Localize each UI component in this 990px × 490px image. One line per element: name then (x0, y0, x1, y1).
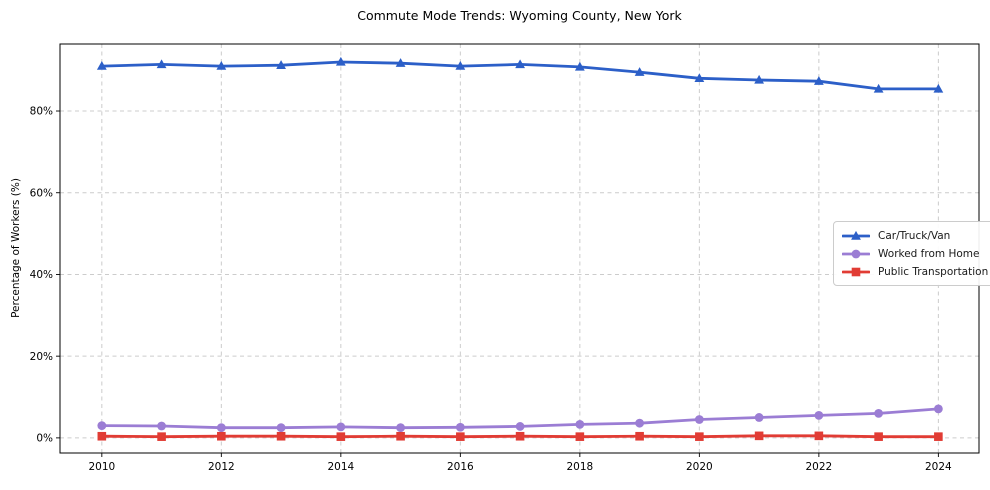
data-point-public-transportation (396, 431, 405, 441)
data-point-car-truck-van (216, 60, 227, 70)
data-point-public-transportation (336, 432, 346, 441)
data-point-car-truck-van (933, 83, 944, 93)
data-point-worked-from-home (874, 408, 884, 418)
y-tick-label: 80% (30, 106, 53, 118)
data-point-car-truck-van (754, 74, 765, 84)
data-point-car-truck-van (335, 56, 346, 66)
x-tick-label: 2012 (208, 461, 235, 473)
data-point-car-truck-van (574, 61, 585, 71)
data-point-worked-from-home (157, 421, 166, 431)
legend-label: Public Transportation (878, 265, 989, 278)
chart-title: Commute Mode Trends: Wyoming County, New… (357, 8, 682, 23)
legend-item-worked-from-home: Worked from Home (842, 246, 988, 261)
data-point-public-transportation (934, 432, 943, 441)
data-point-public-transportation (97, 431, 107, 441)
data-point-public-transportation (157, 432, 166, 441)
x-tick-label: 2018 (566, 461, 593, 473)
data-point-public-transportation (635, 431, 644, 441)
data-point-worked-from-home (575, 419, 585, 429)
data-point-car-truck-van (694, 73, 705, 83)
data-point-public-transportation (814, 431, 824, 441)
data-point-public-transportation (575, 432, 585, 441)
data-point-worked-from-home (515, 422, 525, 431)
legend-sample-marker (851, 230, 861, 240)
legend-label: Worked from Home (878, 247, 980, 260)
data-point-worked-from-home (396, 423, 405, 433)
x-tick-label: 2024 (925, 461, 952, 473)
data-point-car-truck-van (515, 59, 525, 69)
y-tick-label: 60% (30, 187, 53, 199)
x-tick-label: 2022 (805, 461, 832, 473)
data-point-car-truck-van (634, 67, 645, 76)
y-tick-label: 20% (30, 351, 53, 363)
data-point-worked-from-home (455, 422, 465, 432)
data-point-public-transportation (456, 432, 465, 441)
data-point-public-transportation (874, 432, 883, 441)
data-point-car-truck-van (276, 60, 286, 69)
x-tick-label: 2020 (686, 461, 713, 473)
data-point-car-truck-van (873, 83, 884, 93)
line-circle-marker-icon (842, 249, 870, 258)
data-point-worked-from-home (754, 413, 764, 422)
data-point-car-truck-van (96, 60, 107, 70)
data-point-worked-from-home (933, 404, 943, 414)
data-point-worked-from-home (814, 411, 824, 420)
legend-sample-marker (851, 267, 861, 276)
data-point-worked-from-home (635, 418, 645, 428)
y-tick-label: 40% (30, 269, 53, 281)
legend-item-car-truck-van: Car/Truck/Van (842, 228, 988, 243)
data-point-public-transportation (695, 432, 704, 441)
y-tick-label: 0% (36, 433, 53, 445)
legend-item-public-transportation: Public Transportation (842, 264, 988, 279)
data-point-car-truck-van (455, 60, 466, 70)
line-triangle-marker-icon (842, 230, 870, 240)
x-tick-label: 2014 (327, 461, 354, 473)
data-point-car-truck-van (395, 58, 406, 67)
data-point-worked-from-home (97, 421, 107, 431)
data-point-worked-from-home (694, 415, 704, 424)
data-point-public-transportation (754, 431, 764, 441)
data-point-worked-from-home (216, 423, 226, 433)
data-point-public-transportation (217, 431, 226, 441)
data-point-worked-from-home (276, 423, 286, 433)
data-point-worked-from-home (336, 422, 346, 432)
x-tick-label: 2016 (447, 461, 474, 473)
x-tick-label: 2010 (88, 461, 115, 473)
line-square-marker-icon (842, 267, 870, 276)
data-point-car-truck-van (156, 59, 167, 69)
data-point-public-transportation (276, 431, 286, 441)
data-point-public-transportation (515, 431, 525, 441)
data-point-car-truck-van (813, 76, 824, 85)
legend-sample-marker (851, 249, 861, 258)
legend-label: Car/Truck/Van (878, 229, 951, 242)
legend: Car/Truck/Van Worked from Home Public Tr… (833, 221, 990, 286)
